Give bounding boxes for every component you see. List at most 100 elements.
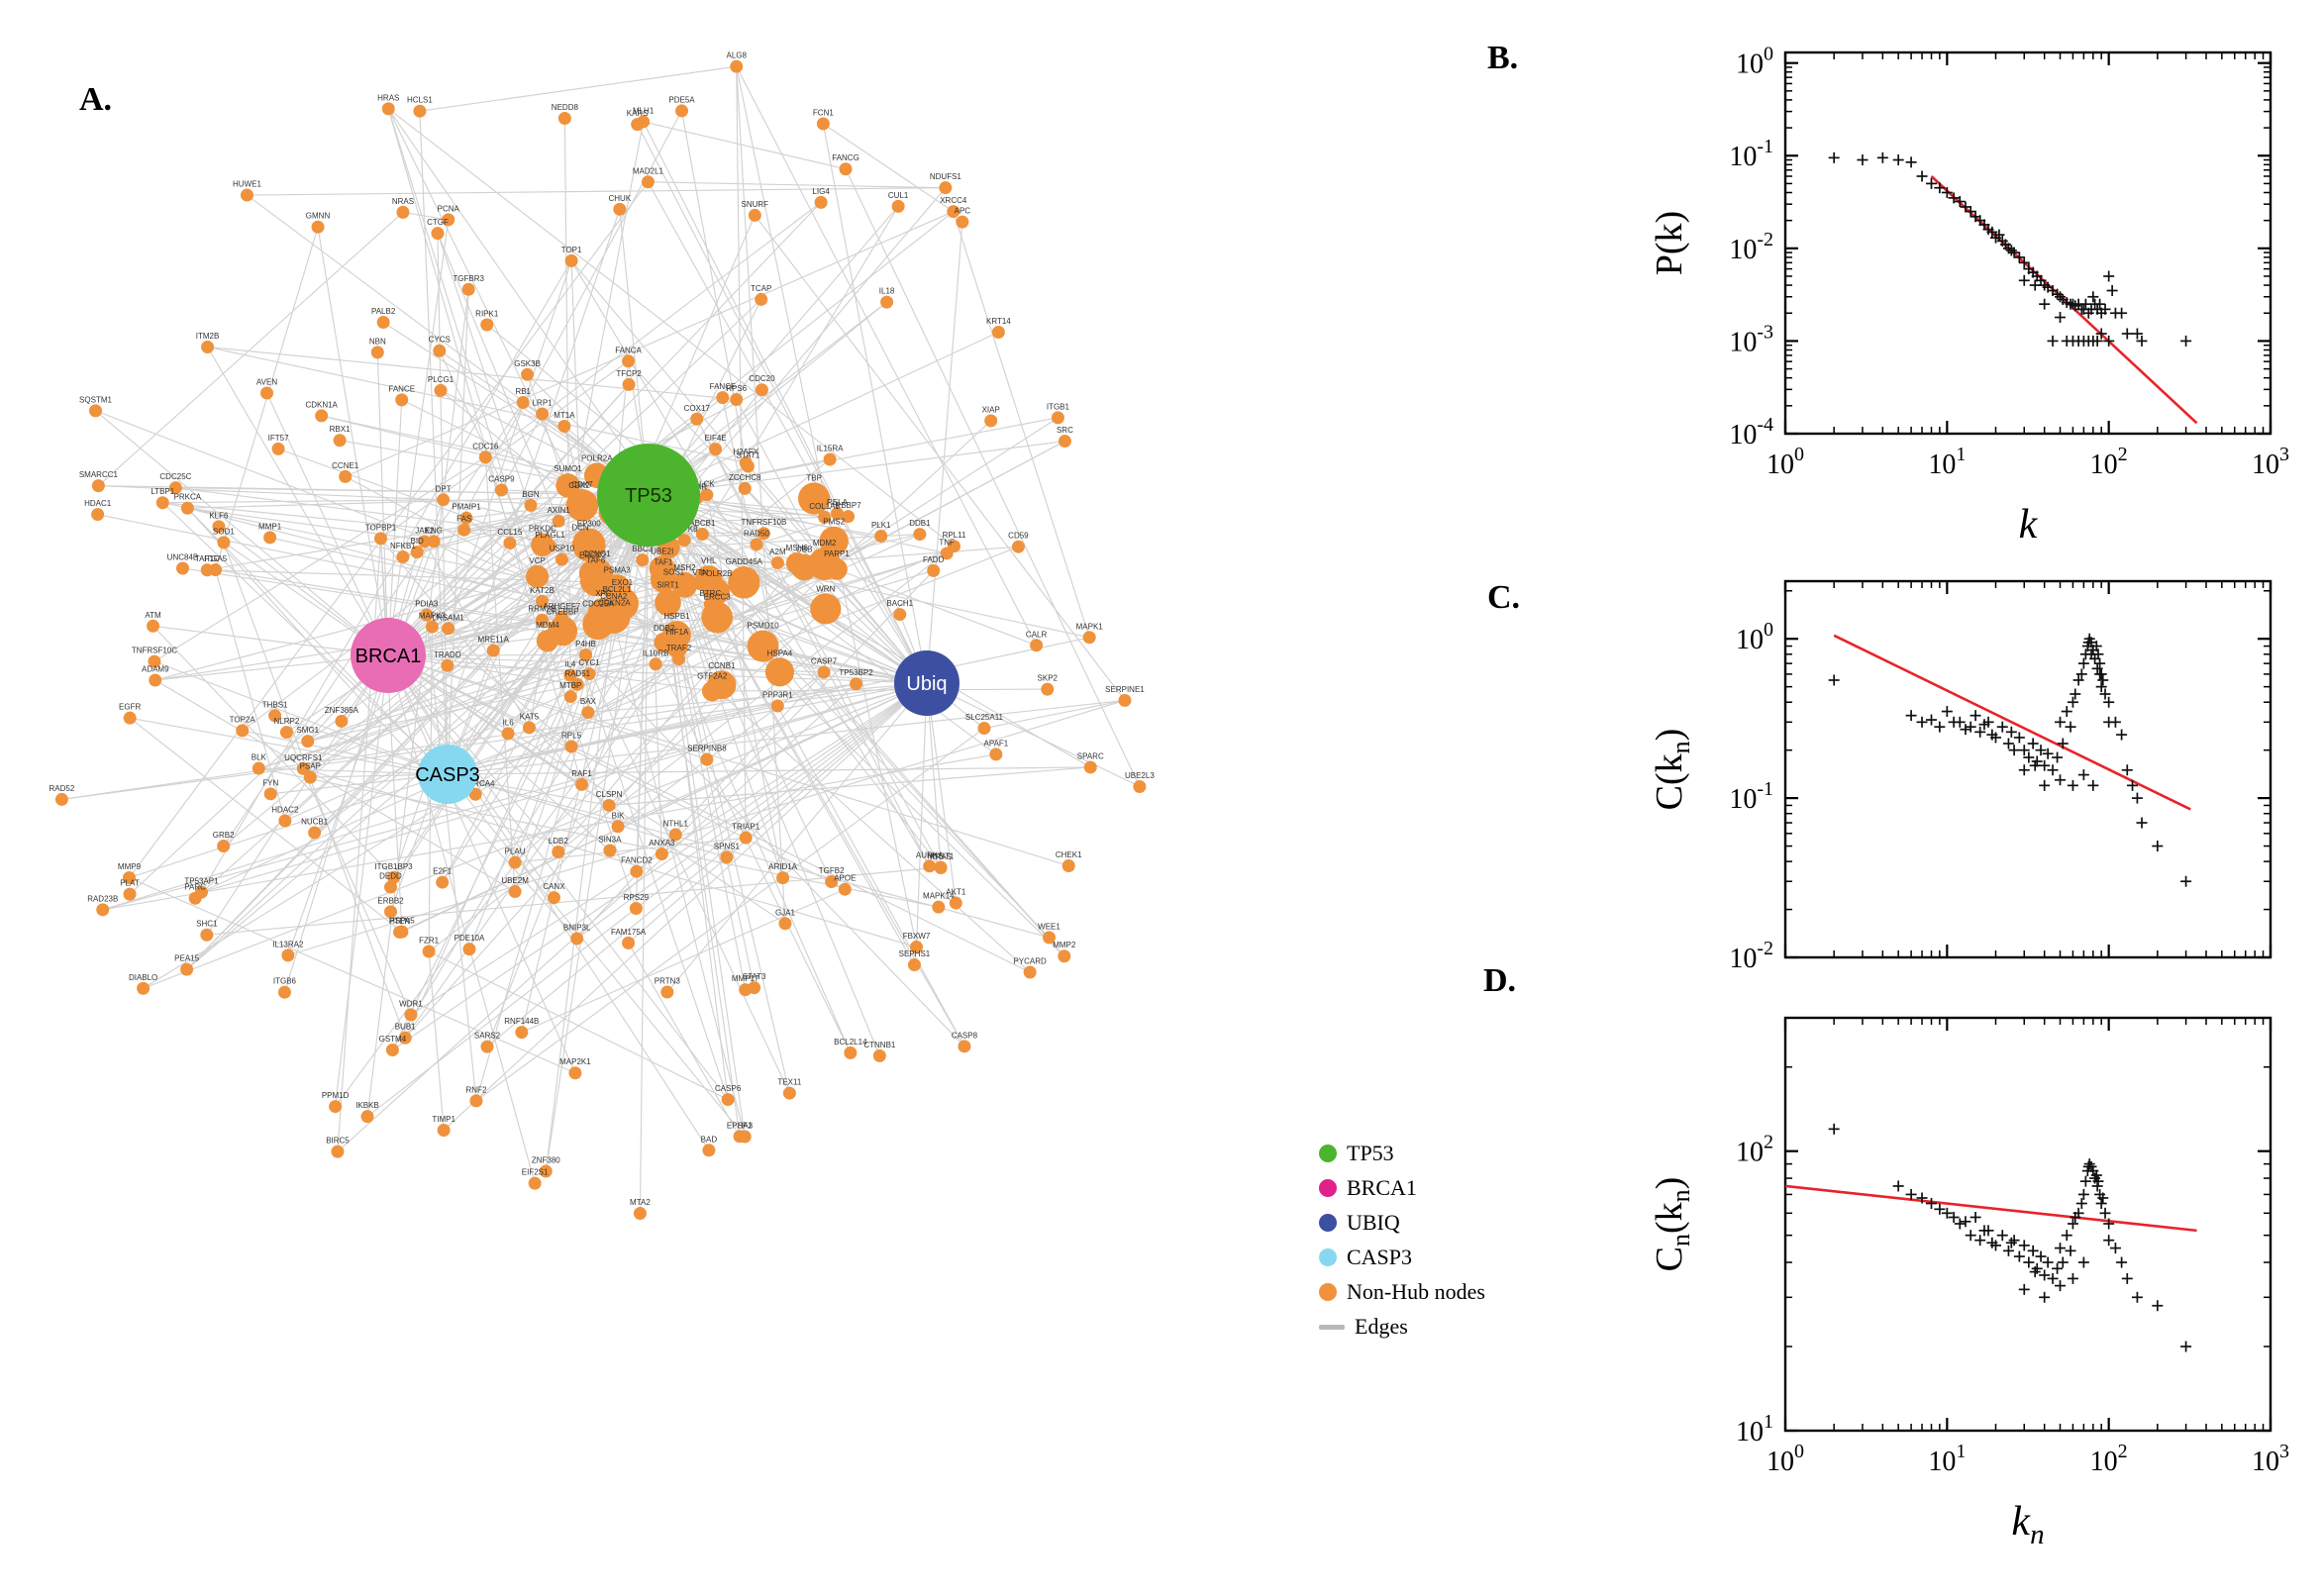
edge [447, 773, 1050, 939]
non-hub-node [728, 566, 760, 599]
node-label: LRSAM1 [433, 613, 465, 622]
node-label: SHC1 [196, 920, 218, 929]
non-hub-node [721, 1093, 735, 1107]
non-hub-node [675, 104, 689, 118]
non-hub-node [750, 538, 763, 551]
edge [617, 671, 825, 828]
node-label: PMAIP1 [452, 503, 481, 512]
non-hub-node [1030, 639, 1044, 652]
non-hub-node [816, 117, 830, 131]
edge [647, 181, 928, 684]
non-hub-node [420, 608, 434, 622]
node-label: PLAT [120, 879, 140, 888]
node-label: RIPK1 [475, 310, 499, 319]
node-label: CDC16 [472, 442, 499, 450]
data-points [1828, 151, 2192, 347]
non-hub-node [738, 1130, 752, 1144]
node-label: RBBP7 [835, 501, 861, 510]
non-hub-node [748, 208, 761, 222]
node-label: NRAS [392, 197, 414, 206]
node-label: PCNA [438, 204, 460, 213]
node-label: FANCA [615, 346, 642, 354]
node-label: FANCE [388, 384, 415, 393]
legend-label: CASP3 [1347, 1245, 1413, 1269]
node-label: RAD50 [744, 529, 769, 538]
non-hub-node [693, 577, 707, 591]
node-label: TAF1C [195, 554, 220, 563]
edge [152, 625, 394, 878]
edge [660, 569, 935, 854]
non-hub-node [1042, 931, 1056, 945]
data-points [1828, 1123, 2192, 1352]
edge [500, 413, 544, 491]
edge [153, 660, 449, 775]
edge [61, 683, 857, 801]
non-hub-node [441, 658, 454, 672]
node-label: MTBP [559, 681, 581, 690]
non-hub-node [508, 885, 522, 899]
node-label: EXO1 [612, 578, 634, 587]
edge [515, 837, 747, 863]
node-label: NDUFS1 [930, 172, 962, 181]
non-hub-node [395, 393, 409, 407]
edge [648, 494, 928, 684]
non-hub-node [260, 386, 274, 400]
edge [391, 206, 899, 1050]
legend-label: Non-Hub nodes [1347, 1279, 1485, 1304]
edge [654, 514, 1091, 768]
edge [822, 123, 928, 684]
node-label: BIRC5 [326, 1137, 350, 1146]
edge [648, 181, 946, 189]
node-label: UQCRFS1 [284, 753, 323, 762]
legend-item: BRCA1 [1319, 1175, 1485, 1201]
edge [130, 717, 610, 807]
node-label: CALR [1026, 630, 1048, 639]
node-label: HIF1A [666, 628, 689, 637]
non-hub-node [613, 202, 627, 216]
node-label: PSAP [300, 762, 321, 771]
node-label: MMP17 [732, 974, 759, 983]
non-hub-node [148, 654, 161, 668]
non-hub-node [607, 607, 621, 621]
node-label: TGFB2 [819, 866, 845, 875]
non-hub-node [315, 409, 329, 423]
edge [706, 494, 784, 878]
node-label: VTN [692, 568, 708, 577]
non-hub-node [217, 536, 231, 549]
non-hub-node [311, 220, 325, 234]
non-hub-node [442, 622, 455, 636]
node-label: KARS [627, 109, 649, 118]
non-hub-node [702, 1144, 716, 1157]
non-hub-node [557, 112, 571, 126]
node-label: MSH6 [786, 544, 809, 552]
node-label: TIMP1 [432, 1115, 455, 1124]
non-hub-node [817, 665, 831, 679]
node-label: BNIP3L [563, 923, 591, 932]
non-hub-node [503, 536, 517, 549]
plot-frame [1783, 579, 2272, 959]
node-label: MTA2 [630, 1198, 651, 1207]
edge [648, 417, 1059, 496]
hub-node-ubiq [894, 650, 960, 716]
node-label: WRN [816, 584, 835, 593]
tick-label: 10-3 [1729, 321, 1773, 357]
non-hub-node [96, 903, 110, 917]
non-hub-node [570, 932, 584, 946]
node-label: STAT3 [743, 972, 766, 981]
non-hub-node [571, 528, 606, 562]
edge [437, 233, 729, 1100]
node-label: UBB [796, 546, 812, 554]
non-hub-node [263, 787, 277, 801]
non-hub-node [730, 392, 744, 406]
non-hub-node [209, 563, 223, 577]
node-label: LRP1 [533, 399, 554, 408]
edge [402, 211, 449, 221]
node-label: RNF144B [504, 1017, 539, 1026]
edge [528, 121, 645, 729]
edge [187, 507, 435, 543]
node-label: NLRP2 [274, 717, 300, 726]
non-hub-node [564, 253, 578, 267]
node-label: PMS2 [823, 518, 845, 527]
node-label: CDK2 [568, 481, 590, 490]
node-label: PYCARD [1013, 957, 1047, 966]
